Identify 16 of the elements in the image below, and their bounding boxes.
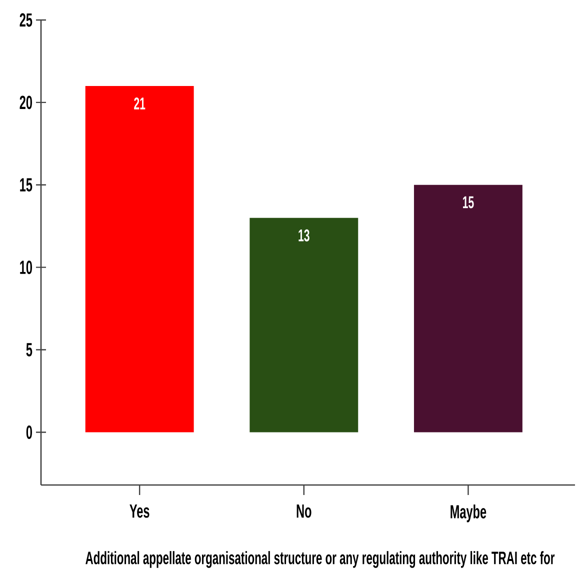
y-tick-label: 5 xyxy=(26,343,32,356)
data-label: 15 xyxy=(463,196,474,208)
x-axis-title: Additional appellate organisational structure or any regulating authority like TRAI etc for xyxy=(86,551,555,568)
y-tick-label: 25 xyxy=(20,13,32,27)
x-tick-label: Maybe xyxy=(450,504,486,522)
data-label: 21 xyxy=(134,97,146,110)
bar xyxy=(414,184,522,432)
x-tick-label: Yes xyxy=(130,504,150,518)
bar xyxy=(250,218,358,432)
y-tick-label: 15 xyxy=(20,178,32,192)
y-tick-label: 10 xyxy=(20,260,32,274)
x-tick-label: No xyxy=(296,504,312,518)
data-label: 13 xyxy=(298,229,310,242)
bar xyxy=(85,86,194,432)
y-tick-label: 20 xyxy=(20,96,32,110)
y-tick-label: 0 xyxy=(26,426,32,439)
